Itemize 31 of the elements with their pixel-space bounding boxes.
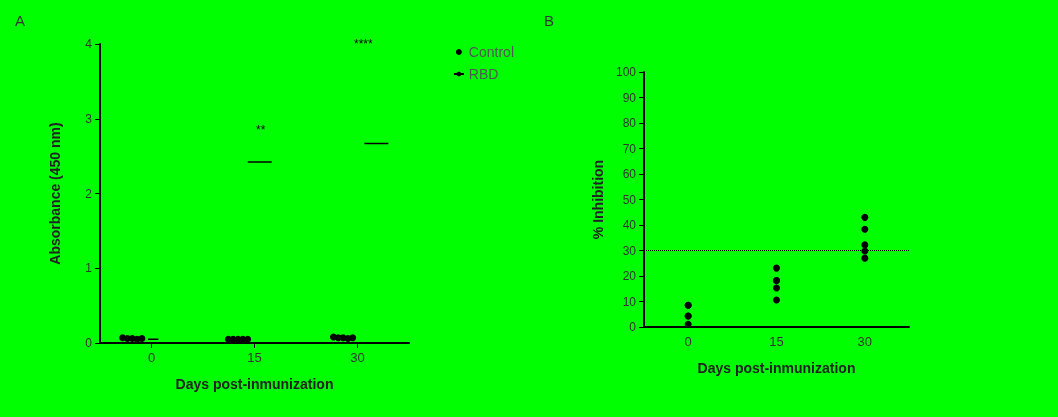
y-tick-label: 80	[622, 116, 637, 130]
y-tick-label: 20	[622, 269, 637, 283]
x-axis-title: Days post-inmunization	[175, 376, 334, 392]
y-tick-label: 50	[622, 192, 637, 207]
x-tick-label: 30	[350, 350, 365, 365]
x-tick-label: 15	[769, 334, 784, 349]
x-axis-title: Days post-inmunization	[697, 360, 856, 376]
y-tick-label: 30	[622, 243, 637, 258]
y-tick-label: 4	[85, 37, 93, 51]
x-tick-label: 0	[147, 350, 156, 365]
x-tick-label: 30	[857, 334, 873, 349]
x-tick-label: 15	[247, 350, 262, 365]
y-tick-label: 70	[622, 141, 637, 156]
legend-label: Control	[468, 44, 515, 60]
x-tick-label: 0	[684, 334, 692, 349]
y-tick-label: 3	[85, 111, 93, 126]
annotation: **	[256, 123, 266, 137]
y-tick-label: 100	[615, 65, 637, 79]
legend-label: RBD	[468, 66, 499, 82]
y-tick-label: 10	[622, 294, 637, 309]
y-tick-label: 90	[622, 90, 637, 105]
y-axis-title: % Inhibition	[590, 159, 607, 240]
y-tick-label: 40	[622, 218, 637, 232]
y-tick-label: 60	[622, 167, 637, 181]
y-tick-label: 1	[85, 261, 93, 276]
chart-title: A	[15, 12, 26, 29]
y-tick-label: 2	[85, 186, 93, 201]
chart-title: B	[544, 12, 555, 29]
y-axis-title: Absorbance (450 nm)	[47, 122, 63, 265]
y-tick-label: 0	[629, 320, 637, 334]
annotation: ****	[354, 37, 374, 51]
